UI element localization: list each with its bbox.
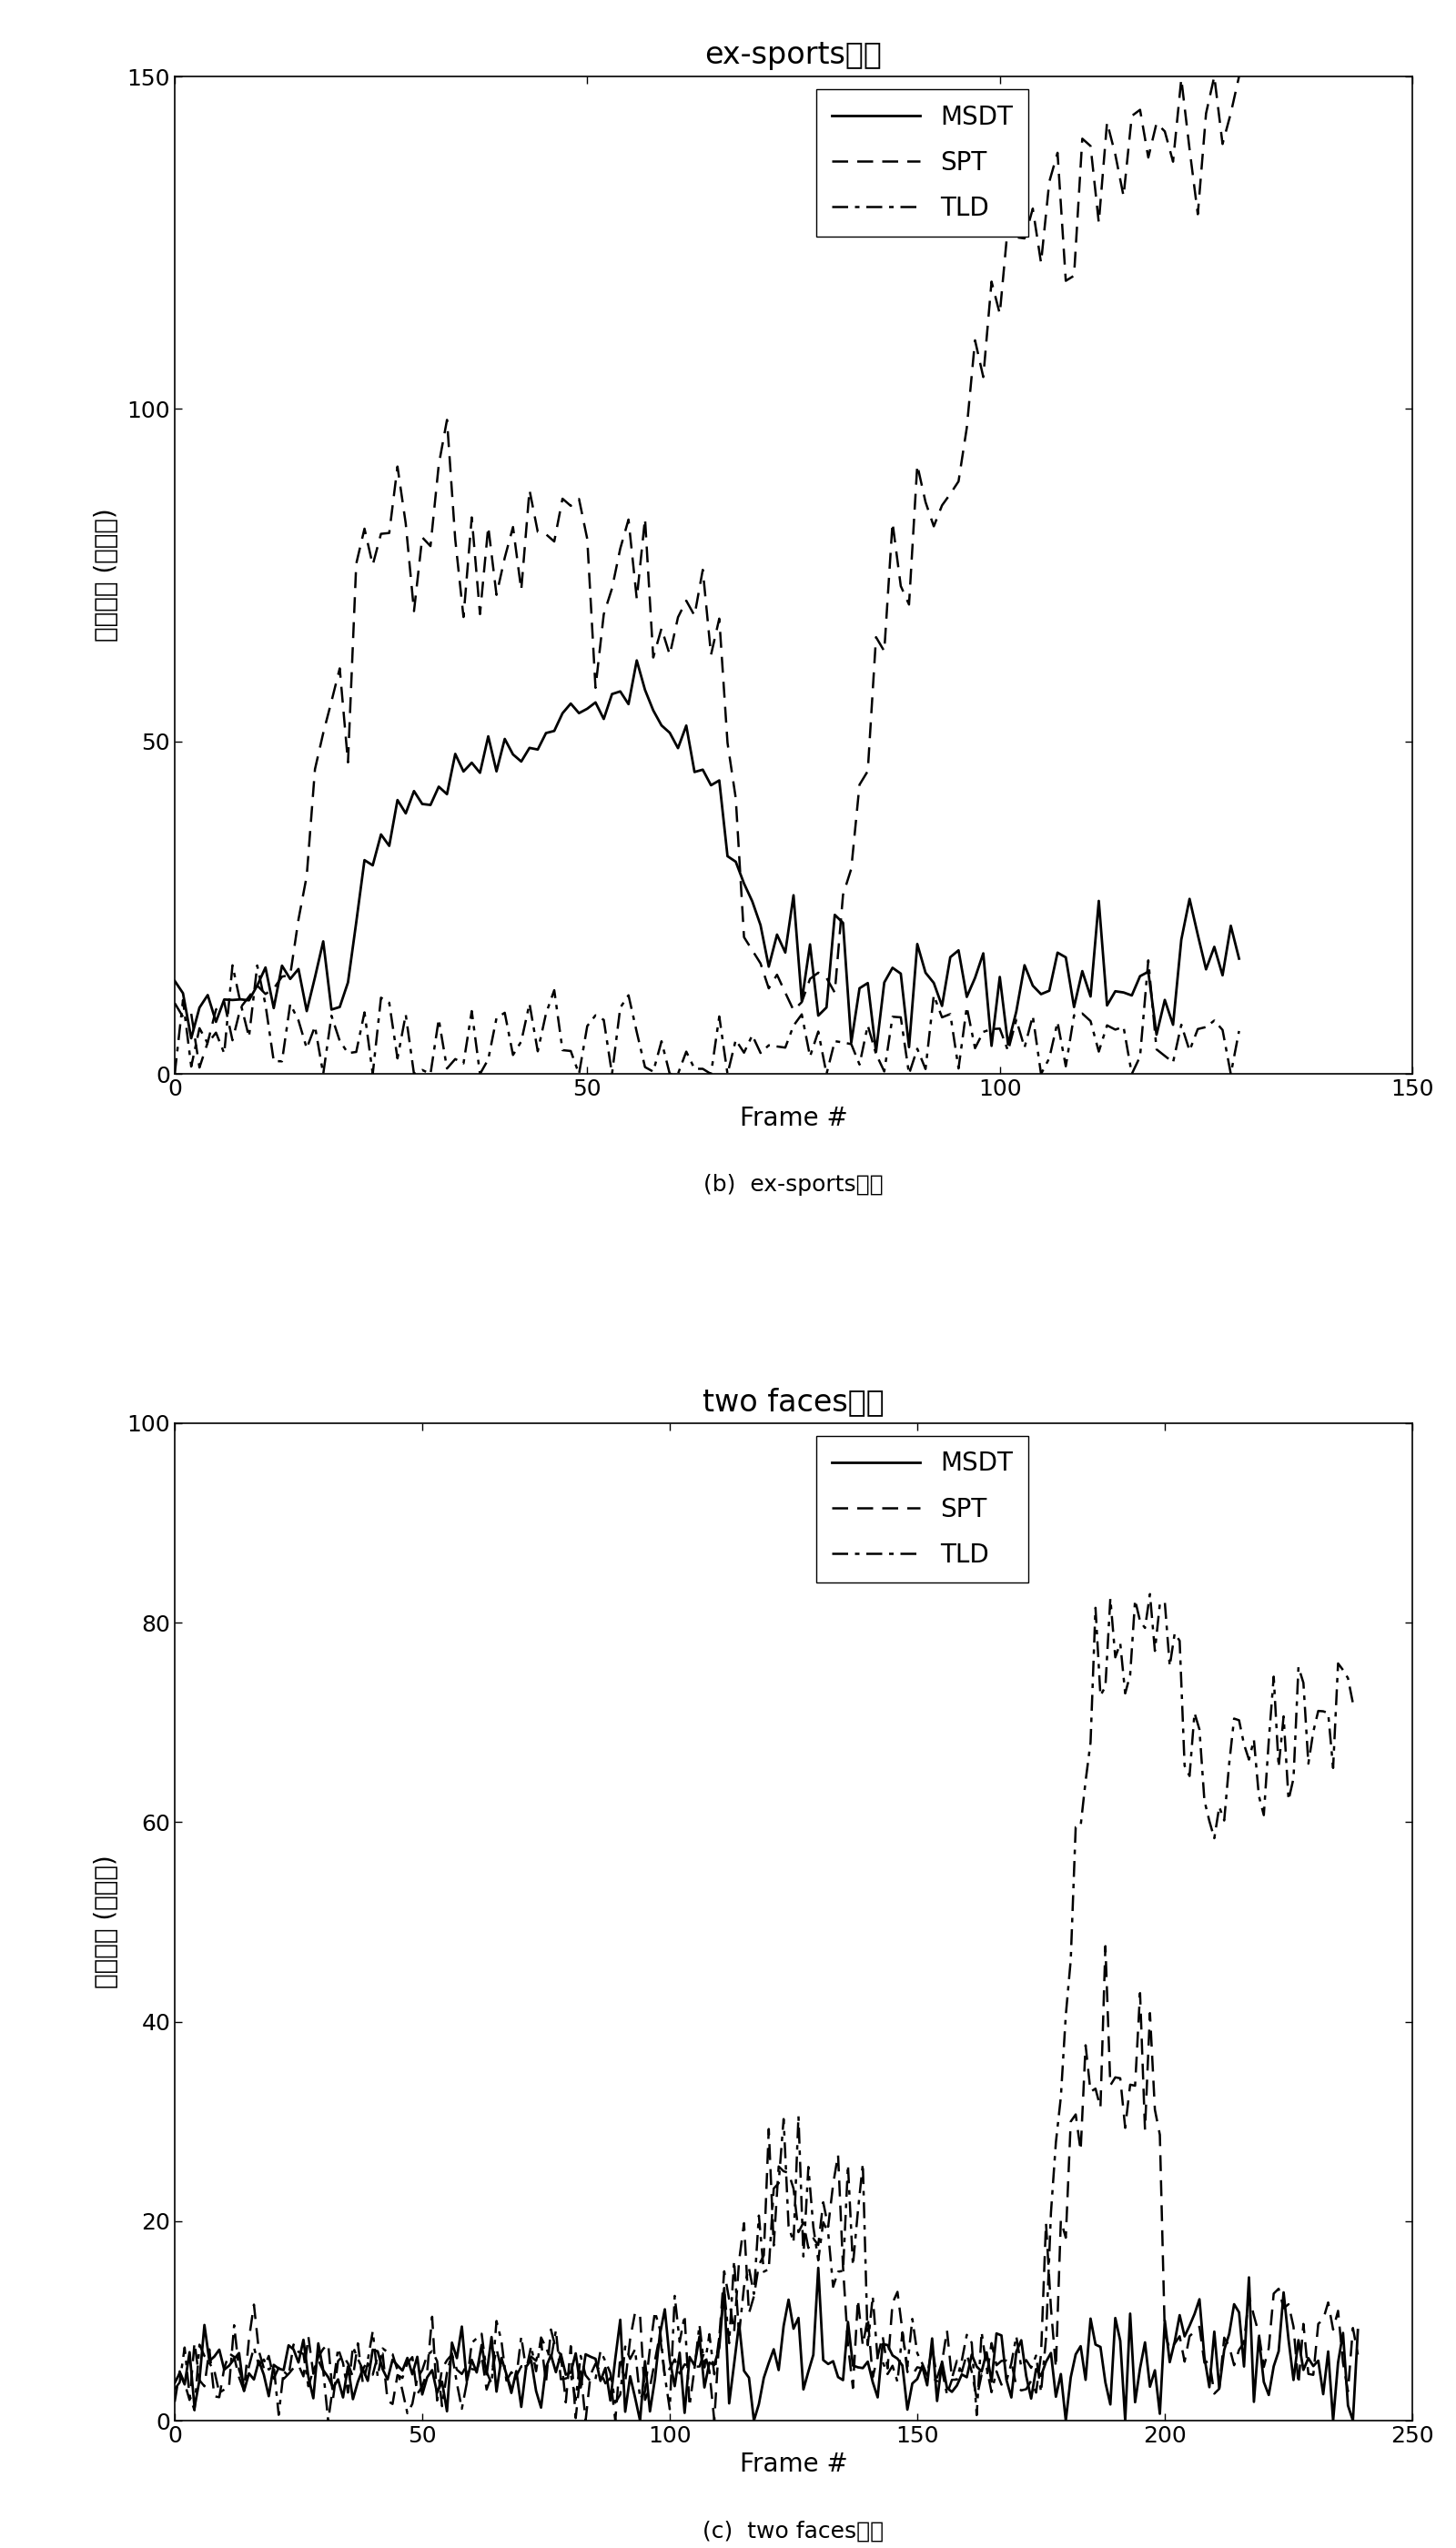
TLD — [954, 2344, 971, 2375]
MSDT — [566, 2339, 584, 2370]
SPT — [727, 782, 744, 813]
SPT — [875, 637, 893, 668]
MSDT — [620, 688, 638, 719]
MSDT — [967, 963, 984, 994]
MSDT — [166, 2367, 183, 2398]
TLD — [245, 2331, 262, 2362]
MSDT — [958, 2362, 976, 2393]
SPT — [245, 2288, 262, 2319]
TLD — [949, 1052, 967, 1083]
Line: MSDT: MSDT — [175, 660, 1239, 1052]
TLD — [572, 2342, 590, 2372]
TLD — [868, 1040, 885, 1070]
TLD — [166, 1057, 183, 1088]
MSDT — [245, 2365, 262, 2395]
MSDT — [1230, 943, 1248, 973]
SPT — [628, 583, 645, 614]
TLD — [454, 1047, 472, 1078]
MSDT — [632, 2405, 649, 2436]
MSDT — [884, 953, 901, 984]
MSDT — [454, 757, 472, 787]
TLD — [1230, 1017, 1248, 1047]
TLD — [999, 1034, 1016, 1065]
Y-axis label: 跟踪误差 (像素点): 跟踪误差 (像素点) — [93, 510, 119, 642]
TLD — [719, 1057, 737, 1088]
TLD — [1275, 1702, 1293, 1733]
SPT — [215, 2352, 233, 2382]
Line: SPT: SPT — [175, 1947, 1358, 2421]
Text: (b)  ex-sports序列: (b) ex-sports序列 — [703, 1175, 884, 1195]
TLD — [1350, 1689, 1367, 1720]
SPT — [1096, 1931, 1114, 1962]
SPT — [958, 413, 976, 443]
SPT — [463, 502, 480, 533]
TLD — [360, 2344, 377, 2375]
Text: (c)  two faces序列: (c) two faces序列 — [703, 2520, 884, 2543]
SPT — [1275, 2293, 1293, 2324]
Legend: MSDT, SPT, TLD: MSDT, SPT, TLD — [817, 89, 1028, 237]
SPT — [1230, 61, 1248, 92]
Legend: MSDT, SPT, TLD: MSDT, SPT, TLD — [817, 1435, 1028, 1582]
SPT — [191, 1052, 208, 1083]
MSDT — [166, 966, 183, 996]
MSDT — [354, 2354, 371, 2385]
SPT — [577, 2405, 594, 2436]
Line: TLD: TLD — [175, 961, 1239, 1073]
SPT — [166, 2387, 183, 2418]
TLD — [166, 2375, 183, 2405]
Title: ex-sports序列: ex-sports序列 — [705, 41, 882, 71]
TLD — [319, 2405, 336, 2436]
Y-axis label: 跟踪误差 (像素点): 跟踪误差 (像素点) — [93, 1855, 119, 1987]
SPT — [954, 2357, 971, 2387]
SPT — [1008, 222, 1025, 252]
SPT — [166, 989, 183, 1019]
Line: SPT: SPT — [175, 76, 1239, 1068]
Title: two faces序列: two faces序列 — [703, 1386, 884, 1417]
MSDT — [215, 2354, 233, 2385]
MSDT — [628, 645, 645, 675]
MSDT — [727, 846, 744, 877]
TLD — [620, 981, 638, 1012]
SPT — [566, 2403, 584, 2433]
MSDT — [868, 1037, 885, 1068]
X-axis label: Frame #: Frame # — [740, 1106, 847, 1131]
SPT — [354, 2367, 371, 2398]
X-axis label: Frame #: Frame # — [740, 2451, 847, 2477]
SPT — [1350, 2339, 1367, 2370]
TLD — [1140, 945, 1158, 976]
MSDT — [810, 2252, 827, 2283]
SPT — [1206, 61, 1223, 92]
MSDT — [1275, 2278, 1293, 2308]
Line: MSDT: MSDT — [175, 2268, 1358, 2421]
MSDT — [1016, 950, 1034, 981]
TLD — [1142, 1580, 1159, 1610]
Line: TLD: TLD — [175, 1595, 1358, 2421]
MSDT — [1350, 2314, 1367, 2344]
TLD — [215, 2375, 233, 2405]
